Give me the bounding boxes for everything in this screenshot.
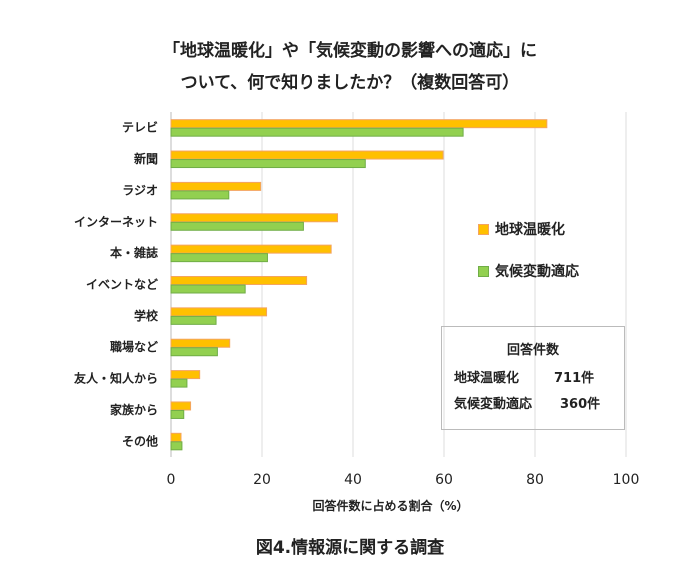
category-label: インターネット: [74, 215, 158, 229]
bar-global-warming: [170, 150, 444, 160]
category-label: 本・雑誌: [110, 245, 158, 260]
legend-swatch: [478, 223, 489, 235]
category-label: 新聞: [134, 151, 158, 166]
bar-global-warming: [170, 401, 192, 411]
legend-item-adaptation: 気候変動適応: [478, 261, 579, 281]
x-tick-label: 0: [167, 472, 176, 488]
bar-global-warming: [170, 119, 548, 129]
figure-caption: 図4.情報源に関する調査: [255, 538, 445, 558]
bar-adaptation: [170, 315, 217, 325]
response-count-box: 回答件数 地球温暖化 711件 気候変動適応 360件: [441, 326, 625, 430]
category-label: 友人・知人から: [73, 371, 158, 386]
bar-adaptation: [170, 409, 185, 419]
category-label: その他: [122, 433, 158, 448]
x-tick-label: 40: [344, 472, 362, 488]
bar-adaptation: [170, 253, 268, 263]
x-tick-label: 60: [435, 472, 453, 488]
category-label: イベントなど: [86, 278, 158, 292]
bar-global-warming: [170, 307, 268, 317]
bar-adaptation: [170, 378, 188, 388]
chart-title-line2: ついて、何で知りましたか？（複数回答可）: [180, 73, 520, 93]
bar-global-warming: [170, 338, 231, 348]
bar-global-warming: [170, 181, 262, 191]
legend-label: 気候変動適応: [495, 264, 579, 280]
chart-title-line1: 「地球温暖化」や「気候変動の影響への適応」に: [163, 41, 537, 61]
bar-adaptation: [170, 159, 366, 169]
bar-adaptation: [170, 284, 246, 294]
bar-adaptation: [170, 221, 304, 231]
category-label: 職場など: [110, 339, 158, 354]
bar-adaptation: [170, 347, 218, 357]
bar-adaptation: [170, 190, 230, 200]
category-label: テレビ: [122, 120, 158, 135]
x-tick-label: 100: [613, 472, 640, 488]
response-label: 地球温暖化: [454, 371, 520, 386]
category-label: 学校: [134, 308, 159, 323]
legend-swatch: [478, 265, 489, 277]
response-label: 気候変動適応: [454, 397, 533, 412]
bar-global-warming: [170, 213, 339, 223]
x-tick-label: 80: [526, 472, 544, 488]
bar-adaptation: [170, 127, 464, 137]
x-axis-label: 回答件数に占める割合（%）: [312, 498, 468, 513]
legend-label: 地球温暖化: [495, 222, 565, 238]
bar-global-warming: [170, 276, 308, 285]
legend-item-global-warming: 地球温暖化: [478, 219, 565, 239]
response-value: 360件: [560, 397, 601, 412]
x-tick-label: 20: [253, 472, 271, 488]
bar-adaptation: [170, 441, 183, 451]
bar-global-warming: [170, 432, 182, 442]
response-value: 711件: [554, 371, 595, 386]
category-label: 家族から: [110, 402, 158, 417]
bar-global-warming: [170, 370, 201, 380]
category-label: ラジオ: [122, 183, 158, 197]
response-count-title: 回答件数: [506, 343, 559, 358]
bar-global-warming: [170, 244, 332, 254]
